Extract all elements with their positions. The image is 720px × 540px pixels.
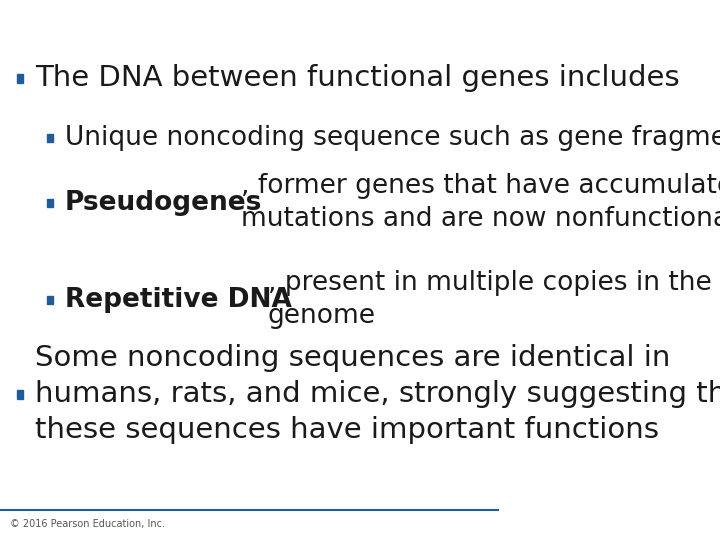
- FancyBboxPatch shape: [17, 74, 23, 83]
- Text: , present in multiple copies in the
genome: , present in multiple copies in the geno…: [268, 270, 711, 329]
- Text: © 2016 Pearson Education, Inc.: © 2016 Pearson Education, Inc.: [10, 519, 165, 529]
- Text: Some noncoding sequences are identical in
humans, rats, and mice, strongly sugge: Some noncoding sequences are identical i…: [35, 345, 720, 444]
- FancyBboxPatch shape: [47, 199, 53, 206]
- Text: Repetitive DNA: Repetitive DNA: [65, 287, 292, 313]
- FancyBboxPatch shape: [47, 134, 53, 141]
- Text: , former genes that have accumulated
mutations and are now nonfunctional: , former genes that have accumulated mut…: [241, 173, 720, 232]
- Text: The DNA between functional genes includes: The DNA between functional genes include…: [35, 64, 680, 92]
- FancyBboxPatch shape: [17, 390, 23, 399]
- Text: Pseudogenes: Pseudogenes: [65, 190, 262, 215]
- FancyBboxPatch shape: [47, 296, 53, 303]
- Text: Unique noncoding sequence such as gene fragments: Unique noncoding sequence such as gene f…: [65, 125, 720, 151]
